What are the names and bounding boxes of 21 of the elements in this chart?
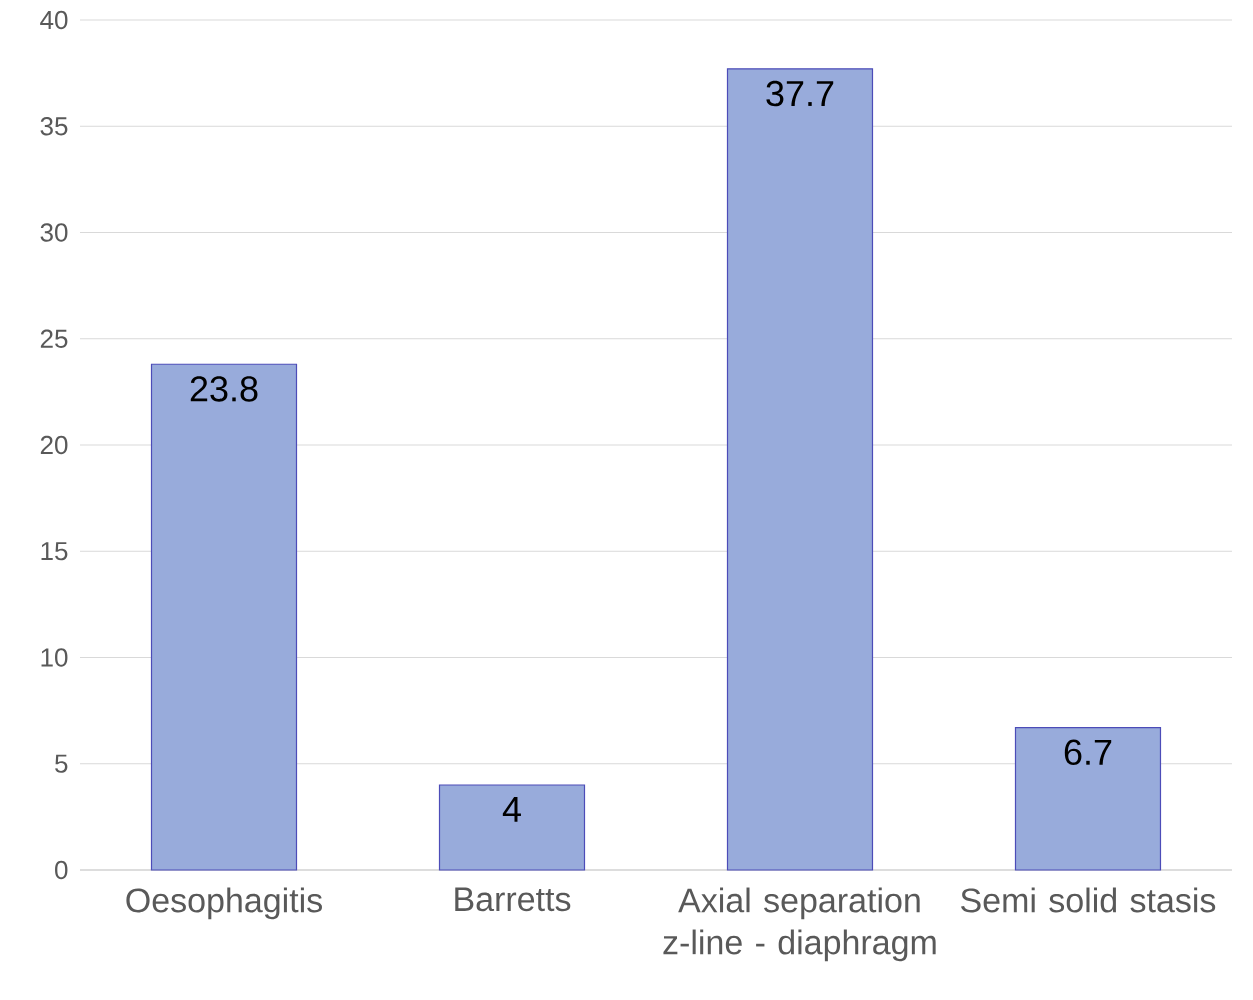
y-tick-label: 15 xyxy=(41,542,68,561)
y-tick-label: 5 xyxy=(55,754,68,773)
data-label: 23.8 xyxy=(190,376,258,402)
y-tick-label: 30 xyxy=(40,223,68,242)
x-tick-label: Semi solid stasis xyxy=(961,887,1216,913)
bar xyxy=(438,784,586,871)
x-tick-label: Oesophagitis xyxy=(126,887,322,920)
bar xyxy=(150,363,298,871)
x-tick-label: Barretts xyxy=(455,887,571,912)
x-tick-label: Axial separation z-line - diaphragm xyxy=(663,887,936,962)
y-tick-label: 0 xyxy=(55,860,68,880)
data-label: 6.7 xyxy=(1064,739,1112,766)
y-tick-label: 35 xyxy=(40,117,68,136)
y-tick-label: 25 xyxy=(40,329,68,348)
y-tick-label: 10 xyxy=(41,648,68,667)
bar xyxy=(1014,727,1162,871)
data-label: 4 xyxy=(502,796,521,822)
data-label: 37.7 xyxy=(766,80,834,107)
bar xyxy=(726,68,874,871)
y-tick-label: 20 xyxy=(40,435,68,455)
y-tick-label: 40 xyxy=(40,10,68,30)
